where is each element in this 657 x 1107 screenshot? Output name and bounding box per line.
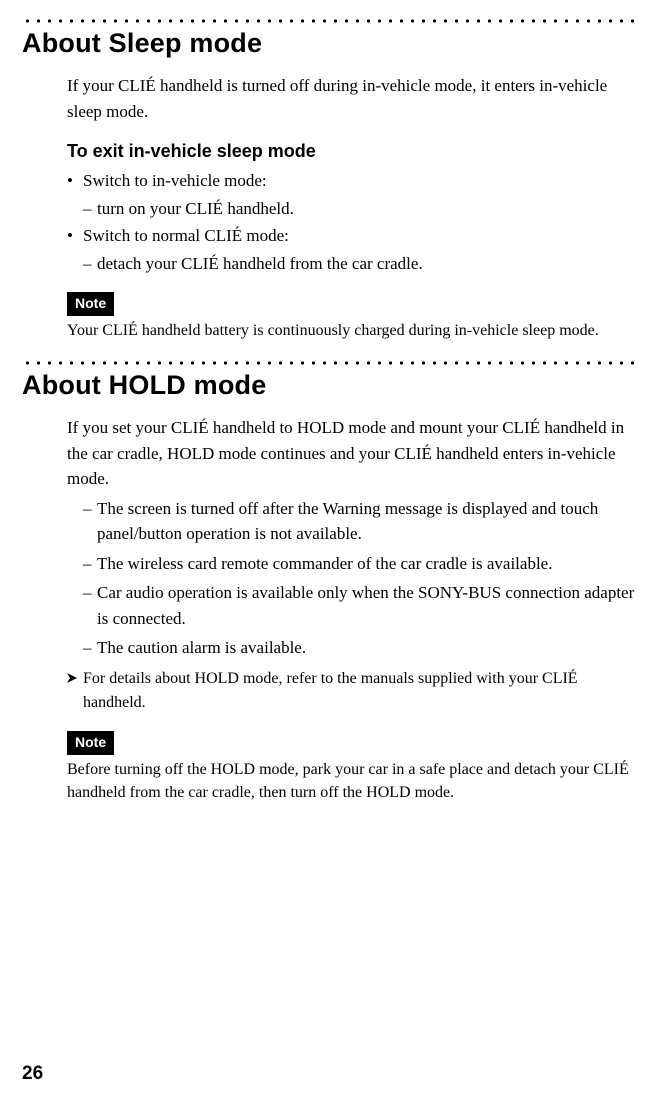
dash-detach: – detach your CLIÉ handheld from the car… — [67, 251, 635, 277]
bullet-text: Switch to in-vehicle mode: — [83, 168, 267, 194]
divider-dots — [22, 18, 635, 24]
heading-hold-mode: About HOLD mode — [22, 370, 635, 401]
bullet-dot-icon: • — [67, 168, 83, 194]
heading-sleep-mode: About Sleep mode — [22, 28, 635, 59]
dash-icon: – — [83, 251, 97, 277]
hold-body: If you set your CLIÉ handheld to HOLD mo… — [22, 415, 635, 804]
hold-dash-audio: – Car audio operation is available only … — [67, 580, 635, 631]
sleep-intro: If your CLIÉ handheld is turned off duri… — [67, 73, 635, 124]
hold-intro: If you set your CLIÉ handheld to HOLD mo… — [67, 415, 635, 492]
page-number: 26 — [22, 1063, 43, 1085]
hold-dash-screen-off: – The screen is turned off after the War… — [67, 496, 635, 547]
dash-text: Car audio operation is available only wh… — [97, 580, 635, 631]
pointer-text: For details about HOLD mode, refer to th… — [83, 667, 635, 715]
dash-text: The caution alarm is available. — [97, 635, 635, 661]
bullet-dot-icon: • — [67, 223, 83, 249]
exit-sleep-heading: To exit in-vehicle sleep mode — [67, 138, 635, 165]
bullet-switch-in-vehicle: • Switch to in-vehicle mode: — [67, 168, 635, 194]
note-badge: Note — [67, 731, 114, 755]
dash-turn-on: – turn on your CLIÉ handheld. — [67, 196, 635, 222]
dash-text: turn on your CLIÉ handheld. — [97, 196, 294, 222]
divider-dots — [22, 360, 635, 366]
sleep-body: If your CLIÉ handheld is turned off duri… — [22, 73, 635, 342]
hold-note-text: Before turning off the HOLD mode, park y… — [67, 758, 635, 804]
sleep-note-text: Your CLIÉ handheld battery is continuous… — [67, 319, 635, 342]
note-badge: Note — [67, 292, 114, 316]
pointer-icon — [67, 667, 83, 715]
dash-text: The wireless card remote commander of th… — [97, 551, 635, 577]
hold-dash-remote: – The wireless card remote commander of … — [67, 551, 635, 577]
bullet-switch-normal: • Switch to normal CLIÉ mode: — [67, 223, 635, 249]
dash-text: detach your CLIÉ handheld from the car c… — [97, 251, 423, 277]
dash-icon: – — [83, 551, 97, 577]
hold-pointer-line: For details about HOLD mode, refer to th… — [67, 667, 635, 715]
dash-icon: – — [83, 196, 97, 222]
dash-text: The screen is turned off after the Warni… — [97, 496, 635, 547]
dash-icon: – — [83, 580, 97, 631]
dash-icon: – — [83, 635, 97, 661]
bullet-text: Switch to normal CLIÉ mode: — [83, 223, 289, 249]
dash-icon: – — [83, 496, 97, 547]
hold-dash-alarm: – The caution alarm is available. — [67, 635, 635, 661]
